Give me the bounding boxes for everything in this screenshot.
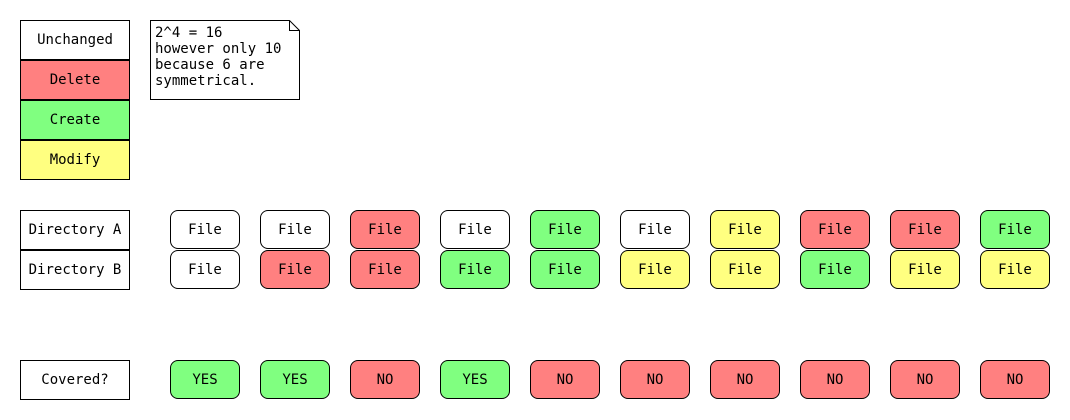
- directory-a-file-cell: File: [980, 210, 1050, 249]
- file-label: File: [278, 221, 312, 238]
- directory-b-file-cell: File: [350, 250, 420, 289]
- directory-a-file-cell: File: [440, 210, 510, 249]
- covered-cell: YES: [170, 360, 240, 399]
- covered-cell: NO: [800, 360, 870, 399]
- directory-b-file-cell: File: [530, 250, 600, 289]
- covered-value: NO: [556, 371, 574, 388]
- covered-cell: NO: [620, 360, 690, 399]
- legend-unchanged: Unchanged: [20, 20, 130, 60]
- file-label: File: [188, 221, 222, 238]
- file-label: File: [638, 261, 672, 278]
- directory-a-file-cell: File: [890, 210, 960, 249]
- covered-value: NO: [646, 371, 664, 388]
- legend-modify: Modify: [20, 140, 130, 180]
- legend-modify-label: Modify: [49, 152, 101, 168]
- row-label-directory-a: Directory A: [20, 210, 130, 250]
- covered-label: Covered?: [41, 372, 109, 388]
- file-label: File: [818, 221, 852, 238]
- covered-value: YES: [282, 371, 308, 388]
- row-label-covered: Covered?: [20, 360, 130, 400]
- covered-value: NO: [736, 371, 754, 388]
- covered-value: NO: [916, 371, 934, 388]
- note-line-4: symmetrical.: [155, 73, 257, 89]
- covered-value: YES: [192, 371, 218, 388]
- note: 2^4 = 16 however only 10 because 6 are s…: [150, 20, 300, 100]
- covered-cell: YES: [440, 360, 510, 399]
- directory-a-file-cell: File: [170, 210, 240, 249]
- directory-b-file-cell: File: [440, 250, 510, 289]
- note-line-1: 2^4 = 16: [155, 25, 223, 41]
- covered-cell: NO: [710, 360, 780, 399]
- directory-a-file-cell: File: [710, 210, 780, 249]
- directory-a-label: Directory A: [28, 222, 122, 238]
- covered-cell: NO: [980, 360, 1050, 399]
- directory-b-label: Directory B: [28, 262, 122, 278]
- directory-b-file-cell: File: [710, 250, 780, 289]
- covered-cell: YES: [260, 360, 330, 399]
- covered-cell: NO: [350, 360, 420, 399]
- covered-value: NO: [1006, 371, 1024, 388]
- note-line-2: however only 10: [155, 41, 282, 57]
- file-label: File: [728, 261, 762, 278]
- file-label: File: [368, 221, 402, 238]
- covered-value: NO: [826, 371, 844, 388]
- file-label: File: [998, 261, 1032, 278]
- file-label: File: [458, 261, 492, 278]
- file-label: File: [548, 261, 582, 278]
- file-label: File: [368, 261, 402, 278]
- file-label: File: [548, 221, 582, 238]
- covered-cell: NO: [890, 360, 960, 399]
- note-text: 2^4 = 16 however only 10 because 6 are s…: [155, 25, 281, 89]
- legend-create-label: Create: [49, 112, 101, 128]
- file-label: File: [638, 221, 672, 238]
- file-label: File: [998, 221, 1032, 238]
- directory-a-file-cell: File: [260, 210, 330, 249]
- directory-b-file-cell: File: [890, 250, 960, 289]
- file-label: File: [278, 261, 312, 278]
- directory-b-file-cell: File: [260, 250, 330, 289]
- legend-unchanged-label: Unchanged: [37, 32, 113, 48]
- covered-value: YES: [462, 371, 488, 388]
- directory-b-file-cell: File: [980, 250, 1050, 289]
- file-label: File: [908, 261, 942, 278]
- legend-delete-label: Delete: [49, 72, 101, 88]
- directory-b-file-cell: File: [800, 250, 870, 289]
- note-shape: [150, 20, 300, 100]
- legend-create: Create: [20, 100, 130, 140]
- covered-value: NO: [376, 371, 394, 388]
- file-label: File: [458, 221, 492, 238]
- directory-a-file-cell: File: [530, 210, 600, 249]
- note-line-3: because 6 are: [155, 57, 265, 73]
- file-label: File: [908, 221, 942, 238]
- file-label: File: [818, 261, 852, 278]
- legend-delete: Delete: [20, 60, 130, 100]
- directory-a-file-cell: File: [800, 210, 870, 249]
- file-label: File: [188, 261, 222, 278]
- directory-b-file-cell: File: [170, 250, 240, 289]
- directory-a-file-cell: File: [350, 210, 420, 249]
- directory-b-file-cell: File: [620, 250, 690, 289]
- file-label: File: [728, 221, 762, 238]
- covered-cell: NO: [530, 360, 600, 399]
- directory-a-file-cell: File: [620, 210, 690, 249]
- row-label-directory-b: Directory B: [20, 250, 130, 290]
